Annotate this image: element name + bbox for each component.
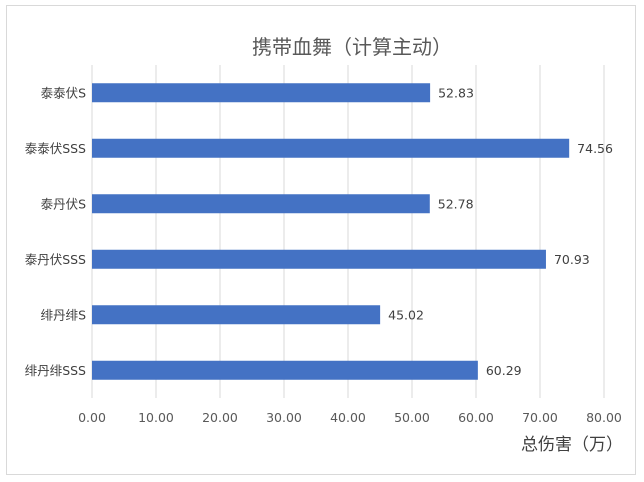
bar: [92, 83, 431, 103]
x-tick-label: 0.00: [78, 410, 106, 425]
x-tick-label: 70.00: [522, 410, 558, 425]
x-tick-label: 50.00: [394, 410, 430, 425]
data-label: 45.02: [388, 307, 424, 322]
category-label: 泰丹伏SSS: [25, 252, 86, 267]
x-tick-label: 20.00: [202, 410, 238, 425]
category-label: 泰泰伏S: [41, 85, 87, 100]
data-labels: 52.83 74.56 52.78 70.93 45.02 60.29: [388, 85, 613, 378]
data-label: 60.29: [486, 363, 522, 378]
category-label: 泰丹伏S: [41, 196, 87, 211]
x-tick-labels: 0.00 10.00 20.00 30.00 40.00 50.00 60.00 70.00 8…: [78, 410, 622, 425]
data-label: 74.56: [577, 141, 613, 156]
chart-title: 携带血舞（计算主动）: [252, 35, 452, 59]
data-label: 70.93: [554, 252, 590, 267]
x-tick-label: 60.00: [458, 410, 494, 425]
bar: [92, 305, 381, 325]
data-label: 52.83: [438, 85, 474, 100]
bar: [92, 138, 570, 158]
x-tick-label: 30.00: [266, 410, 302, 425]
category-label: 泰泰伏SSS: [25, 141, 86, 156]
bar: [92, 249, 546, 269]
category-labels: 泰泰伏S 泰泰伏SSS 泰丹伏S 泰丹伏SSS 绯丹绯S 绯丹绯SSS: [25, 85, 86, 378]
bar: [92, 194, 430, 214]
bars: [92, 83, 570, 380]
x-axis-title: 总伤害（万）: [521, 435, 623, 455]
category-label: 绯丹绯SSS: [25, 363, 86, 378]
grid-lines: [91, 65, 605, 398]
bar: [92, 360, 478, 380]
x-tick-label: 40.00: [330, 410, 366, 425]
x-tick-label: 10.00: [138, 410, 174, 425]
x-tick-label: 80.00: [586, 410, 622, 425]
category-label: 绯丹绯S: [41, 307, 87, 322]
data-label: 52.78: [438, 196, 474, 211]
